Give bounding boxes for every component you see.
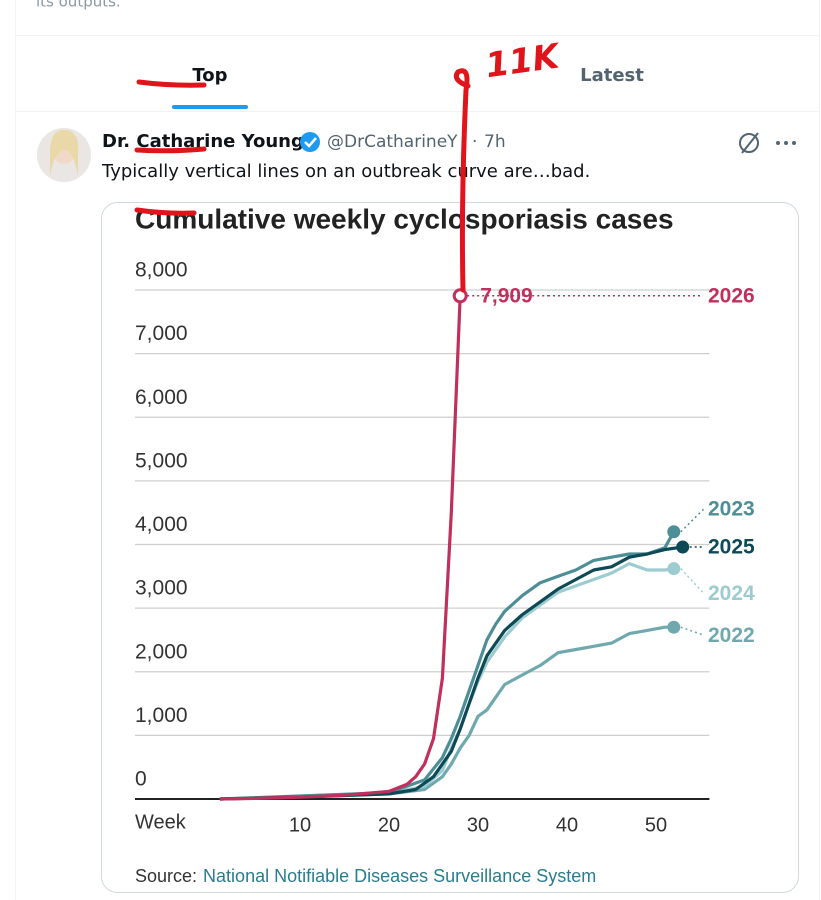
separator: ·: [472, 132, 477, 152]
handle[interactable]: @DrCatharineY: [327, 132, 458, 152]
series-label: 2025: [708, 536, 755, 559]
end-marker: [667, 620, 681, 634]
leader-line: [680, 508, 705, 533]
series-line: [219, 531, 676, 801]
tab[interactable]: Top: [192, 65, 227, 86]
more-icon[interactable]: [776, 141, 796, 145]
x-tick-label: 10: [289, 814, 311, 836]
plot: 0 1,000 2,000 3,000 4,000 5,000 6,000 7,000 8,00…: [135, 259, 755, 836]
scribble: [134, 207, 197, 216]
hand-annotation: [134, 68, 471, 293]
y-tick-label: 0: [135, 768, 147, 791]
grok-icon[interactable]: [739, 132, 759, 154]
y-tick-label: 7,000: [135, 322, 188, 345]
source-prefix: Source:: [135, 866, 197, 886]
series-label: 2024: [708, 582, 755, 605]
header-text: its outputs.: [36, 0, 121, 11]
end-marker: [676, 540, 690, 554]
series-label: 2023: [708, 497, 755, 520]
end-marker: [667, 525, 681, 539]
avatar-hair: [50, 129, 79, 175]
y-tick-label: 3,000: [135, 577, 188, 600]
series-line: [219, 562, 675, 801]
leader-line: [680, 568, 705, 595]
scribble: [136, 79, 207, 88]
x-tick-label: 50: [645, 814, 667, 836]
series-label: 2026: [708, 284, 755, 307]
end-marker: [667, 562, 681, 576]
series-label: 2022: [708, 624, 755, 647]
y-tick-label: 8,000: [135, 259, 188, 282]
x-axis-label: Week: [135, 811, 187, 833]
y-tick-label: 2,000: [135, 640, 188, 663]
timestamp[interactable]: 7h: [484, 132, 506, 152]
y-tick-label: 1,000: [135, 704, 188, 727]
tweet-text: Typically vertical lines on an outbreak …: [101, 161, 590, 182]
verified-badge: [300, 132, 320, 152]
scribble: [134, 146, 207, 154]
annotation-text: 11K: [483, 36, 564, 86]
scribble: [453, 68, 471, 293]
series-line: [219, 625, 674, 801]
x-tick-label: 40: [556, 814, 578, 836]
tab[interactable]: Latest: [580, 65, 644, 86]
tab-indicator: [172, 105, 248, 109]
y-tick-label: 4,000: [135, 513, 188, 536]
source-label: Source: National Notifiable Diseases Surv…: [135, 866, 596, 886]
series-line: [219, 295, 462, 801]
author-name[interactable]: Dr. Catharine Young: [102, 131, 304, 152]
x-tick-label: 20: [378, 814, 400, 836]
y-tick-label: 5,000: [135, 449, 188, 472]
chart-title: Cumulative weekly cyclosporiasis cases: [135, 203, 674, 234]
series-line: [219, 545, 683, 801]
x-tick-label: 30: [467, 814, 489, 836]
source-link[interactable]: National Notifiable Diseases Surveillanc…: [203, 866, 596, 886]
end-marker: [452, 288, 468, 304]
leader-line: [680, 626, 705, 636]
data-label: 7,909: [480, 284, 533, 307]
y-tick-label: 6,000: [135, 386, 188, 409]
